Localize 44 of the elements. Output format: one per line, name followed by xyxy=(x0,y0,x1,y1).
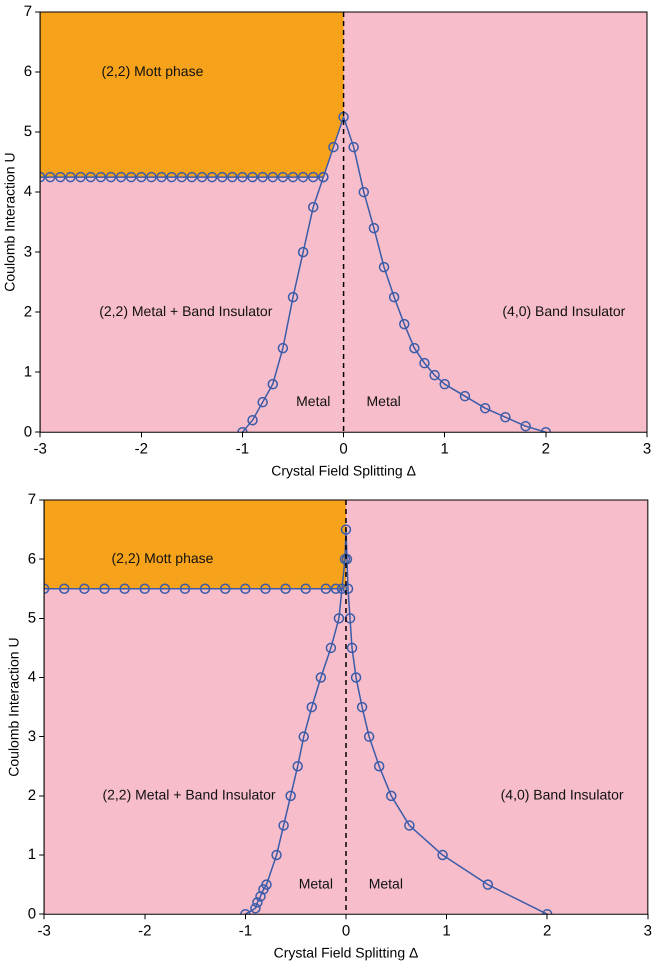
y-tick-label: 5 xyxy=(28,609,36,626)
x-tick-label: 1 xyxy=(442,922,451,940)
x-tick-label: 3 xyxy=(642,440,652,458)
annotation: (2,2) Metal + Band Insulator xyxy=(99,302,273,319)
y-tick-label: 2 xyxy=(28,787,36,804)
annotation: Metal xyxy=(296,393,330,410)
x-tick-label: -1 xyxy=(236,440,250,458)
x-axis-title: Crystal Field Splitting Δ xyxy=(274,944,418,960)
y-tick-label: 1 xyxy=(24,363,32,380)
y-tick-label: 7 xyxy=(24,3,32,20)
x-tick-label: -3 xyxy=(37,922,51,940)
x-axis-title: Crystal Field Splitting Δ xyxy=(271,462,416,478)
y-tick-label: 6 xyxy=(24,63,32,80)
x-tick-label: 0 xyxy=(342,922,350,940)
x-tick-label: 0 xyxy=(339,440,348,458)
y-axis-title: Coulomb Interaction U xyxy=(5,637,22,777)
annotation: (2,2) Mott phase xyxy=(111,550,214,566)
annotation: (2,2) Mott phase xyxy=(101,62,204,79)
y-tick-label: 1 xyxy=(28,846,36,864)
annotation: (4,0) Band Insulator xyxy=(500,786,624,803)
y-axis-title: Coulomb Interaction U xyxy=(1,152,18,292)
x-tick-label: -2 xyxy=(134,440,148,458)
y-tick-label: 3 xyxy=(24,243,32,260)
y-tick-label: 4 xyxy=(28,668,36,686)
annotation: (4,0) Band Insulator xyxy=(502,302,626,319)
x-tick-label: 3 xyxy=(644,922,652,940)
x-tick-label: -2 xyxy=(138,922,152,940)
annotation: Metal xyxy=(298,876,333,892)
x-tick-label: 2 xyxy=(543,922,552,940)
x-tick-label: -1 xyxy=(238,922,252,940)
y-tick-label: 2 xyxy=(24,303,32,320)
annotation: (2,2) Metal + Band Insulator xyxy=(102,786,276,803)
y-tick-label: 7 xyxy=(28,491,36,508)
y-tick-label: 3 xyxy=(28,728,36,745)
x-tick-label: -3 xyxy=(33,440,47,458)
y-tick-label: 5 xyxy=(24,123,32,140)
y-tick-label: 0 xyxy=(28,905,36,922)
y-tick-label: 0 xyxy=(24,423,32,440)
y-tick-label: 6 xyxy=(28,550,36,568)
annotation: Metal xyxy=(368,876,403,892)
annotation: Metal xyxy=(366,393,401,410)
y-tick-label: 4 xyxy=(24,183,32,200)
x-tick-label: 2 xyxy=(542,440,550,458)
x-tick-label: 1 xyxy=(440,440,449,458)
